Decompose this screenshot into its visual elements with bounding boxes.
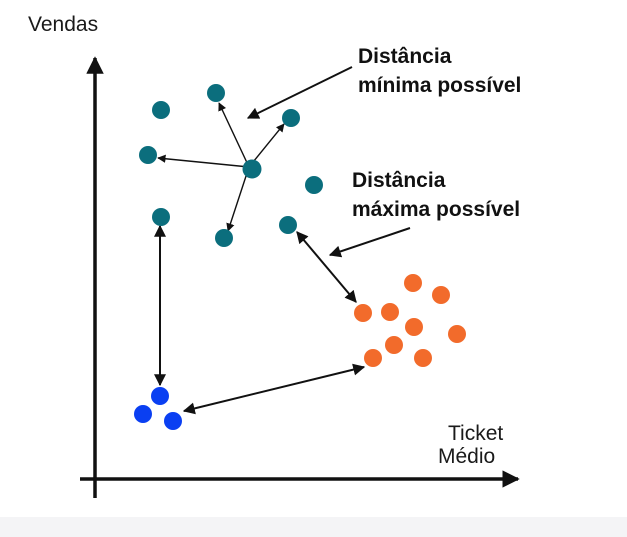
orange-point [404, 274, 422, 292]
teal-point [282, 109, 300, 127]
max-callout-line2: máxima possível [352, 198, 521, 221]
x-axis-label-line2: Médio [438, 445, 496, 469]
spoke-arrow [226, 166, 250, 232]
orange-point [385, 336, 403, 354]
teal-point [139, 146, 157, 164]
blue-orange-arrow [182, 363, 366, 415]
orange-point [381, 303, 399, 321]
blue-point [151, 387, 169, 405]
teal-point [152, 101, 170, 119]
teal-orange-arrow [296, 231, 357, 303]
orange-point [414, 349, 432, 367]
blue-cluster [134, 387, 182, 430]
min-callout-pointer [246, 66, 353, 119]
teal-point [152, 208, 170, 226]
x-axis-label: Ticket Médio [438, 422, 503, 468]
orange-point [364, 349, 382, 367]
orange-cluster [354, 274, 466, 367]
teal-point [242, 159, 262, 179]
min-distance-callout: Distância mínima possível [358, 42, 521, 100]
spoke-arrow [157, 154, 250, 168]
min-callout-line2: mínima possível [358, 74, 522, 97]
callout-pointers [246, 66, 411, 258]
teal-point [279, 216, 297, 234]
min-callout-line1: Distância [358, 45, 452, 68]
footer-band [0, 517, 627, 537]
teal-point [207, 84, 225, 102]
orange-point [448, 325, 466, 343]
axes [80, 56, 520, 498]
max-callout-pointer [328, 227, 411, 258]
between-cluster-arrows [154, 224, 366, 415]
orange-point [432, 286, 450, 304]
blue-point [164, 412, 182, 430]
teal-cluster [139, 84, 323, 247]
blue-point [134, 405, 152, 423]
max-distance-callout: Distância máxima possível [352, 166, 520, 224]
spoke-arrow [218, 102, 250, 168]
x-axis-label-line1: Ticket [448, 422, 504, 445]
teal-point [215, 229, 233, 247]
orange-point [405, 318, 423, 336]
spoke-arrow [248, 123, 285, 168]
teal-point [305, 176, 323, 194]
orange-point [354, 304, 372, 322]
teal-spoke-arrows [157, 102, 285, 232]
max-callout-line1: Distância [352, 169, 446, 192]
y-axis-label: Vendas [28, 13, 99, 36]
